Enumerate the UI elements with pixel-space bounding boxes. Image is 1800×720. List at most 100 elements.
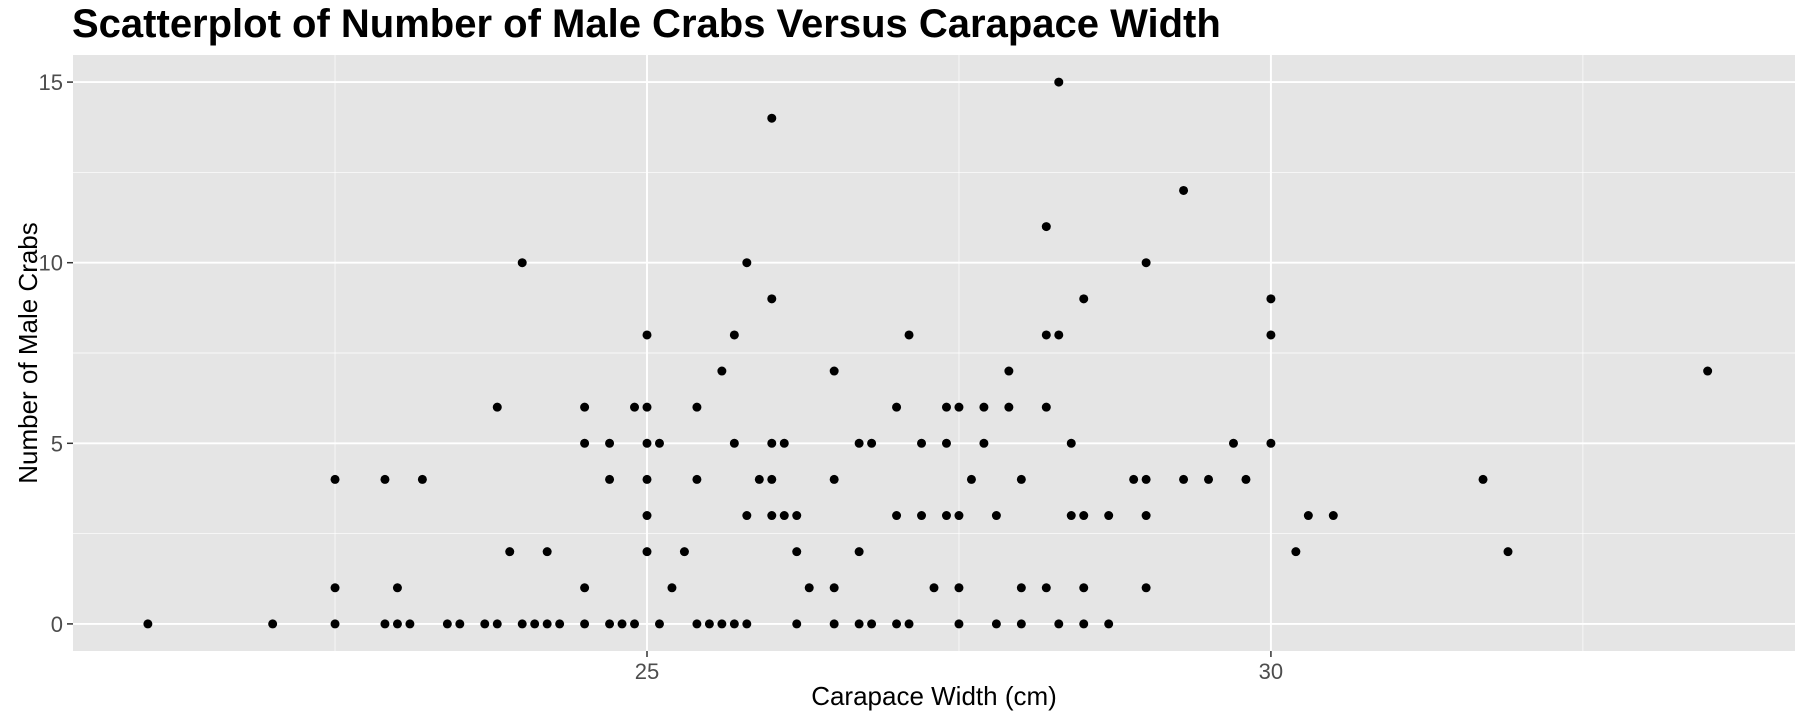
data-point: [542, 619, 552, 629]
chart-title: Scatterplot of Number of Male Crabs Vers…: [72, 2, 1221, 46]
data-point: [1141, 583, 1151, 593]
data-point: [580, 402, 590, 412]
axis-ticks: 25 30 0 5 10 15: [39, 70, 1284, 684]
data-point: [442, 619, 452, 629]
data-point: [767, 113, 777, 123]
data-point: [779, 511, 789, 521]
data-point: [1016, 474, 1026, 484]
data-point: [729, 438, 739, 448]
data-point: [941, 511, 951, 521]
data-point: [954, 511, 964, 521]
data-point: [380, 474, 390, 484]
data-point: [517, 619, 527, 629]
data-point: [767, 438, 777, 448]
data-point: [1079, 619, 1089, 629]
data-point: [991, 511, 1001, 521]
data-point: [605, 438, 615, 448]
data-point: [941, 438, 951, 448]
data-point: [1303, 511, 1313, 521]
data-point: [1016, 583, 1026, 593]
data-point: [330, 474, 340, 484]
data-point: [829, 583, 839, 593]
data-point: [1104, 511, 1114, 521]
data-point: [767, 511, 777, 521]
data-point: [642, 402, 652, 412]
data-point: [854, 547, 864, 557]
data-point: [492, 402, 502, 412]
data-point: [1041, 402, 1051, 412]
data-point: [1066, 438, 1076, 448]
data-point: [1291, 547, 1301, 557]
data-point: [892, 619, 902, 629]
data-point: [792, 547, 802, 557]
data-point: [904, 619, 914, 629]
data-point: [767, 294, 777, 304]
data-point: [1141, 511, 1151, 521]
data-point: [1179, 474, 1189, 484]
data-point: [1266, 438, 1276, 448]
y-tick-label: 5: [51, 431, 63, 456]
data-point: [692, 402, 702, 412]
data-point: [1004, 366, 1014, 376]
data-point: [330, 619, 340, 629]
data-point: [268, 619, 278, 629]
data-point: [804, 583, 814, 593]
data-point: [1054, 619, 1064, 629]
data-point: [1241, 474, 1251, 484]
data-point: [654, 619, 664, 629]
data-point: [1266, 294, 1276, 304]
data-point: [417, 474, 427, 484]
data-point: [617, 619, 627, 629]
data-point: [892, 511, 902, 521]
data-point: [330, 583, 340, 593]
data-point: [1054, 330, 1064, 340]
data-point: [904, 330, 914, 340]
data-point: [542, 547, 552, 557]
data-point: [1041, 583, 1051, 593]
data-point: [1066, 511, 1076, 521]
y-tick-label: 0: [51, 612, 63, 637]
data-point: [1104, 619, 1114, 629]
data-point: [1016, 619, 1026, 629]
data-point: [941, 402, 951, 412]
data-point: [1129, 474, 1139, 484]
data-point: [517, 258, 527, 268]
data-point: [392, 583, 402, 593]
data-point: [667, 583, 677, 593]
data-point: [754, 474, 764, 484]
data-point: [729, 619, 739, 629]
data-point: [742, 258, 752, 268]
data-point: [1503, 547, 1513, 557]
data-point: [642, 438, 652, 448]
data-point: [892, 402, 902, 412]
data-point: [1079, 583, 1089, 593]
data-point: [642, 547, 652, 557]
data-point: [991, 619, 1001, 629]
data-point: [779, 438, 789, 448]
x-tick-label: 30: [1259, 659, 1283, 684]
data-point: [1478, 474, 1488, 484]
data-point: [742, 619, 752, 629]
data-point: [1079, 294, 1089, 304]
data-point: [1179, 185, 1189, 195]
data-point: [742, 511, 752, 521]
data-point: [979, 402, 989, 412]
data-point: [792, 619, 802, 629]
data-point: [679, 547, 689, 557]
data-point: [654, 438, 664, 448]
data-point: [966, 474, 976, 484]
data-point: [1054, 77, 1064, 87]
data-point: [1204, 474, 1214, 484]
data-point: [979, 438, 989, 448]
data-point: [630, 619, 640, 629]
data-point: [704, 619, 714, 629]
data-point: [455, 619, 465, 629]
data-points: [143, 77, 1713, 629]
data-point: [630, 402, 640, 412]
data-point: [405, 619, 415, 629]
data-point: [1041, 222, 1051, 232]
data-point: [954, 402, 964, 412]
data-point: [530, 619, 540, 629]
data-point: [717, 619, 727, 629]
data-point: [929, 583, 939, 593]
